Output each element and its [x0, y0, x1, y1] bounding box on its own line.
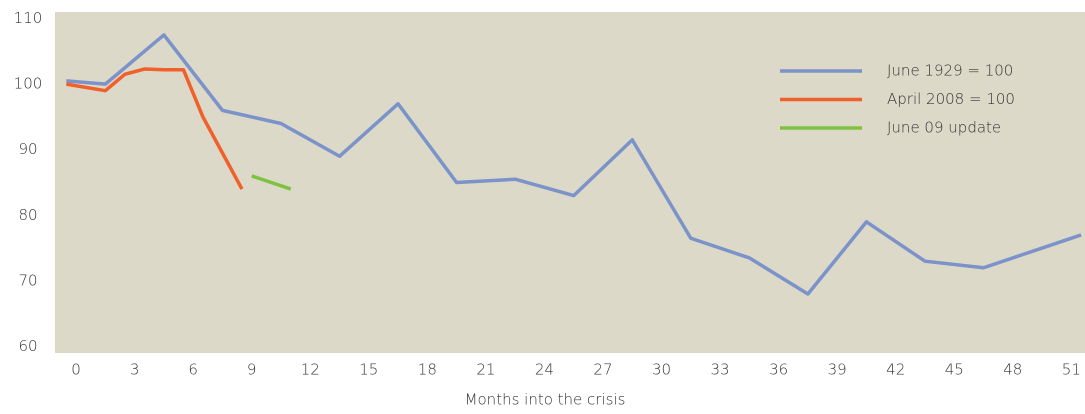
plot-area [55, 12, 1085, 353]
x-tick-label: 39 [828, 361, 847, 379]
x-tick-label: 12 [301, 361, 320, 379]
x-tick-label: 18 [418, 361, 437, 379]
y-tick-label: 110 [14, 9, 43, 27]
y-tick-label: 90 [18, 140, 37, 158]
y-tick-label: 80 [18, 206, 37, 224]
line [66, 33, 1082, 296]
y-tick-label: 60 [18, 337, 37, 355]
x-axis-title: Months into the crisis [465, 391, 626, 409]
legend-label: June 09 update [887, 119, 1001, 137]
x-tick-label: 27 [593, 361, 612, 379]
x-tick-label: 6 [188, 361, 198, 379]
line [251, 174, 292, 191]
x-tick-label: 33 [711, 361, 730, 379]
x-tick-label: 21 [476, 361, 495, 379]
legend-label: June 1929 = 100 [887, 62, 1013, 80]
x-tick-label: 42 [886, 361, 905, 379]
x-tick-label: 15 [359, 361, 378, 379]
x-tick-label: 45 [945, 361, 964, 379]
x-tick-label: 3 [130, 361, 140, 379]
x-tick-label: 0 [71, 361, 81, 379]
y-tick-label: 100 [14, 75, 43, 93]
legend-label: April 2008 = 100 [887, 90, 1015, 108]
x-tick-label: 36 [769, 361, 788, 379]
y-tick-label: 70 [18, 271, 37, 289]
x-tick-label: 51 [1062, 361, 1081, 379]
x-tick-label: 48 [1003, 361, 1022, 379]
x-tick-label: 30 [652, 361, 671, 379]
line [66, 67, 244, 190]
x-tick-label: 24 [535, 361, 554, 379]
x-tick-label: 9 [247, 361, 257, 379]
